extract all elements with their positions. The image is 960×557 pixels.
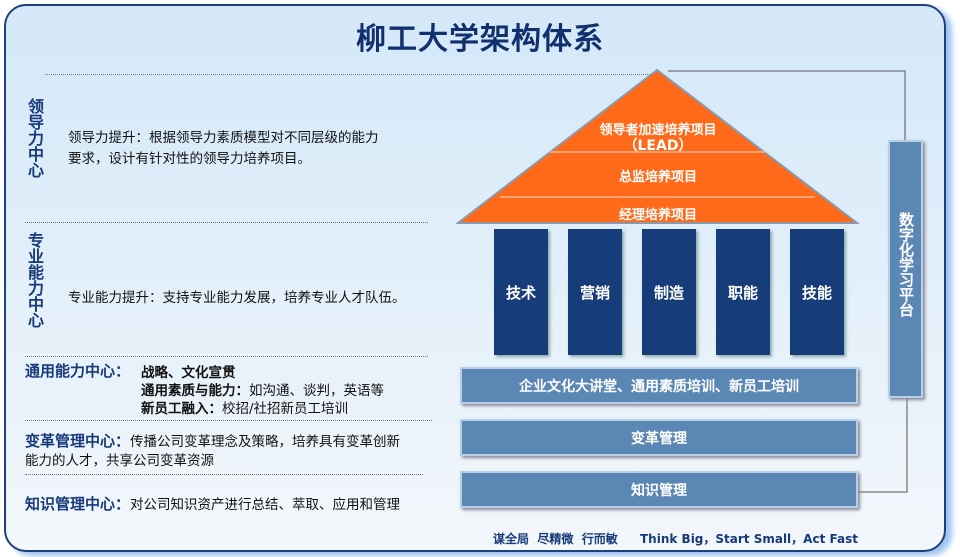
general-item-3: 新员工融入：校招/社招新员工培训 bbox=[141, 397, 348, 417]
knowledge-desc: 对公司知识资产进行总结、萃取、应用和管理 bbox=[130, 497, 401, 513]
leadership-center-label: 领导力中心 bbox=[25, 98, 44, 178]
divider bbox=[25, 420, 432, 421]
pillar-function: 职能 bbox=[716, 229, 770, 355]
roof-top-label: 领导者加速培养项目 bbox=[599, 123, 717, 138]
general-item-2: 通用素质与能力：如沟通、谈判，英语等 bbox=[141, 379, 384, 399]
bar-knowledge-management: 知识管理 bbox=[460, 471, 858, 508]
digital-learning-platform-label: 数字化学习平台 bbox=[897, 212, 915, 317]
leadership-desc-line1: 领导力提升：根据领导力素质模型对不同层级的能力 bbox=[68, 130, 379, 146]
bar-change-management: 变革管理 bbox=[460, 419, 858, 456]
general-item-3-text: 校招/社招新员工培训 bbox=[222, 401, 349, 417]
footer-slogan-en: Think Big，Start Small，Act Fast bbox=[640, 532, 858, 546]
roof-triangle bbox=[455, 68, 860, 224]
connector-line bbox=[668, 70, 906, 140]
general-item-2-head: 通用素质与能力： bbox=[141, 383, 249, 399]
diagram-frame bbox=[4, 4, 946, 552]
general-item-1: 战略、文化宣贯 bbox=[141, 365, 236, 381]
divider bbox=[25, 356, 428, 357]
bar-general-training: 企业文化大讲堂、通用素质培训、新员工培训 bbox=[460, 367, 858, 404]
general-item-2-text: 如沟通、谈判，英语等 bbox=[249, 383, 384, 399]
leadership-desc-line2: 要求，设计有针对性的领导力培养项目。 bbox=[68, 151, 311, 167]
divider bbox=[45, 74, 650, 75]
pillar-manufacturing: 制造 bbox=[642, 229, 696, 355]
knowledge-center-label: 知识管理中心： bbox=[25, 495, 131, 513]
footer-slogan-cn: 谋全局 尽精微 行而敏 bbox=[493, 532, 618, 546]
connector-line bbox=[858, 398, 908, 493]
change-desc-line1: 传播公司变革理念及策略，培养具有变革创新 bbox=[130, 434, 401, 450]
change-desc-line2: 能力的人才，共享公司变革资源 bbox=[25, 453, 214, 469]
divider bbox=[25, 222, 428, 223]
pillar-tech: 技术 bbox=[494, 229, 548, 355]
pillar-skill: 技能 bbox=[790, 229, 844, 355]
change-center-label: 变革管理中心： bbox=[25, 432, 131, 450]
general-center-label: 通用能力中心： bbox=[25, 362, 131, 380]
roof-top-sub: （LEAD） bbox=[623, 138, 693, 154]
roof-bottom-label: 经理培养项目 bbox=[618, 208, 697, 223]
professional-center-label: 专业能力中心 bbox=[25, 232, 44, 328]
knowledge-center: 知识管理中心：对公司知识资产进行总结、萃取、应用和管理 bbox=[25, 493, 400, 514]
change-center: 变革管理中心：传播公司变革理念及策略，培养具有变革创新 bbox=[25, 430, 400, 451]
general-item-3-head: 新员工融入： bbox=[141, 401, 222, 417]
pillar-marketing: 营销 bbox=[568, 229, 622, 355]
digital-learning-platform: 数字化学习平台 bbox=[888, 140, 923, 398]
roof-middle-label: 总监培养项目 bbox=[618, 170, 697, 185]
professional-desc: 专业能力提升：支持专业能力发展，培养专业人才队伍。 bbox=[68, 290, 406, 306]
page-title: 柳工大学架构体系 bbox=[356, 22, 604, 57]
divider bbox=[25, 474, 423, 475]
